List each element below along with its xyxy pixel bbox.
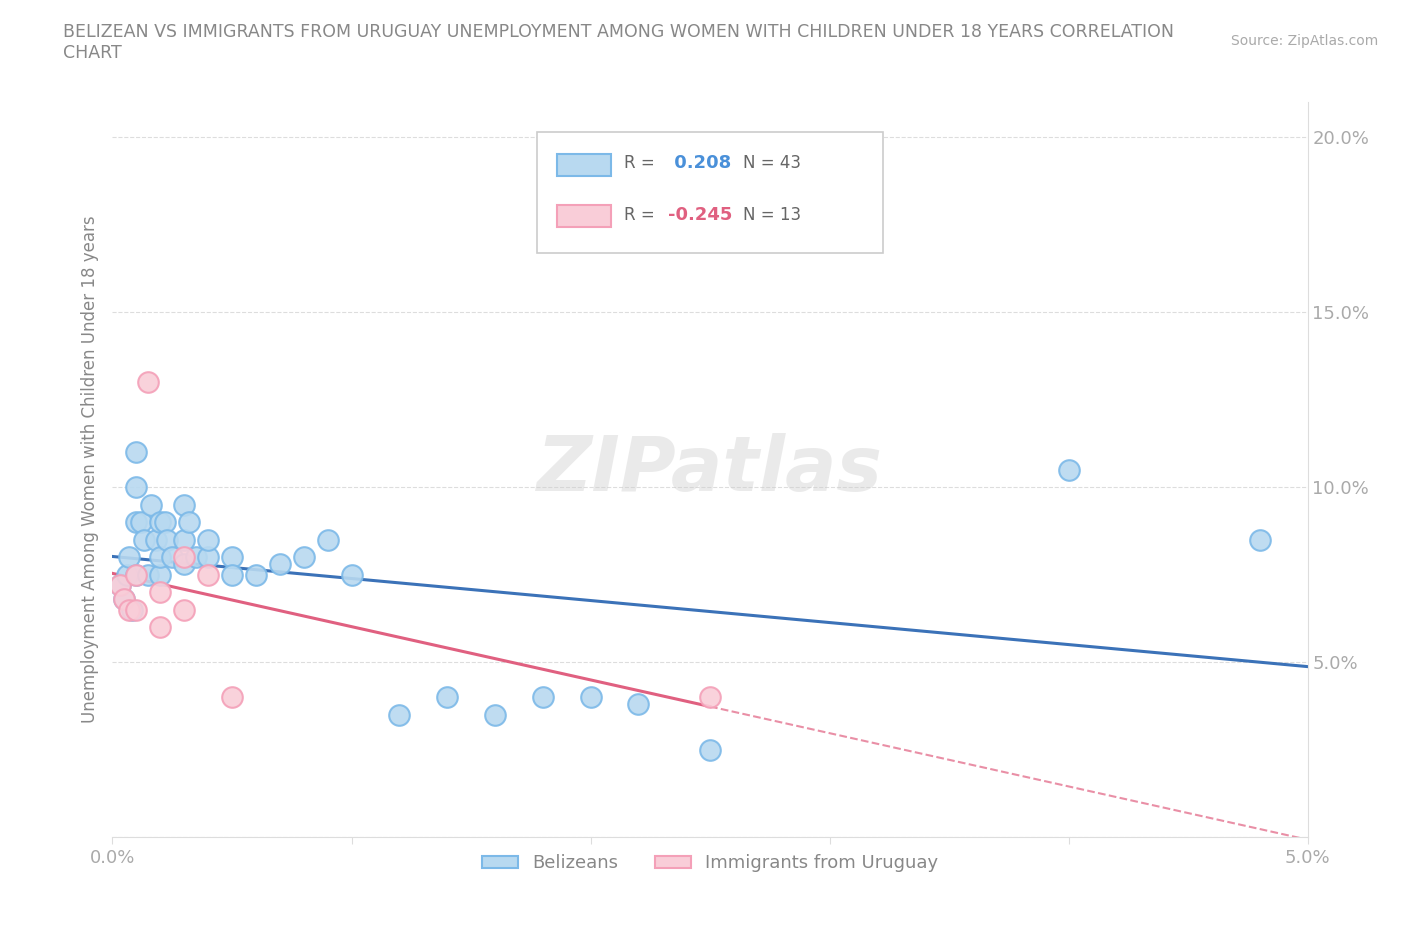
Point — [173, 602, 195, 617]
Point — [114, 591, 135, 606]
Point — [627, 697, 650, 711]
Point — [531, 690, 554, 705]
Point — [149, 514, 172, 529]
Point — [292, 550, 315, 565]
Point — [173, 498, 195, 512]
Text: N = 43: N = 43 — [744, 154, 801, 172]
Point — [132, 532, 155, 547]
Point — [484, 707, 506, 722]
FancyBboxPatch shape — [557, 153, 610, 176]
Point — [221, 690, 243, 705]
Point — [149, 585, 172, 600]
Point — [245, 567, 267, 582]
Point — [114, 591, 135, 606]
Point — [125, 480, 148, 495]
Point — [125, 514, 148, 529]
Point — [197, 567, 219, 582]
Point — [115, 567, 138, 582]
Point — [138, 567, 160, 582]
Point — [177, 514, 200, 529]
Point — [436, 690, 458, 705]
Text: N = 13: N = 13 — [744, 206, 801, 224]
Point — [269, 557, 291, 572]
Point — [125, 567, 148, 582]
Text: R =: R = — [624, 206, 655, 224]
Point — [125, 602, 148, 617]
Point — [108, 578, 131, 592]
Text: Source: ZipAtlas.com: Source: ZipAtlas.com — [1230, 34, 1378, 48]
Point — [156, 532, 179, 547]
Point — [139, 498, 162, 512]
Point — [316, 532, 339, 547]
Point — [145, 532, 167, 547]
Point — [221, 550, 243, 565]
Point — [699, 690, 721, 705]
Point — [1057, 462, 1080, 477]
Text: -0.245: -0.245 — [668, 206, 733, 224]
Y-axis label: Unemployment Among Women with Children Under 18 years: Unemployment Among Women with Children U… — [80, 216, 98, 724]
Point — [388, 707, 411, 722]
Point — [149, 619, 172, 634]
Point — [197, 532, 219, 547]
Point — [162, 550, 183, 565]
Text: BELIZEAN VS IMMIGRANTS FROM URUGUAY UNEMPLOYMENT AMONG WOMEN WITH CHILDREN UNDER: BELIZEAN VS IMMIGRANTS FROM URUGUAY UNEM… — [63, 23, 1174, 62]
Point — [340, 567, 363, 582]
Point — [118, 602, 141, 617]
Text: R =: R = — [624, 154, 655, 172]
Point — [125, 445, 148, 459]
Point — [186, 550, 208, 565]
Point — [149, 550, 172, 565]
Point — [138, 375, 160, 390]
Point — [173, 532, 195, 547]
Legend: Belizeans, Immigrants from Uruguay: Belizeans, Immigrants from Uruguay — [475, 847, 945, 880]
Point — [129, 514, 152, 529]
Text: 0.208: 0.208 — [668, 154, 731, 172]
Point — [173, 550, 195, 565]
Point — [1249, 532, 1271, 547]
Text: ZIPatlas: ZIPatlas — [537, 432, 883, 507]
FancyBboxPatch shape — [557, 206, 610, 227]
Point — [149, 567, 172, 582]
Point — [221, 567, 243, 582]
FancyBboxPatch shape — [537, 132, 883, 253]
Point — [121, 602, 143, 617]
Point — [173, 557, 195, 572]
Point — [197, 550, 219, 565]
Point — [699, 742, 721, 757]
Point — [118, 550, 141, 565]
Point — [108, 578, 131, 592]
Point — [125, 567, 148, 582]
Point — [579, 690, 602, 705]
Point — [153, 514, 176, 529]
